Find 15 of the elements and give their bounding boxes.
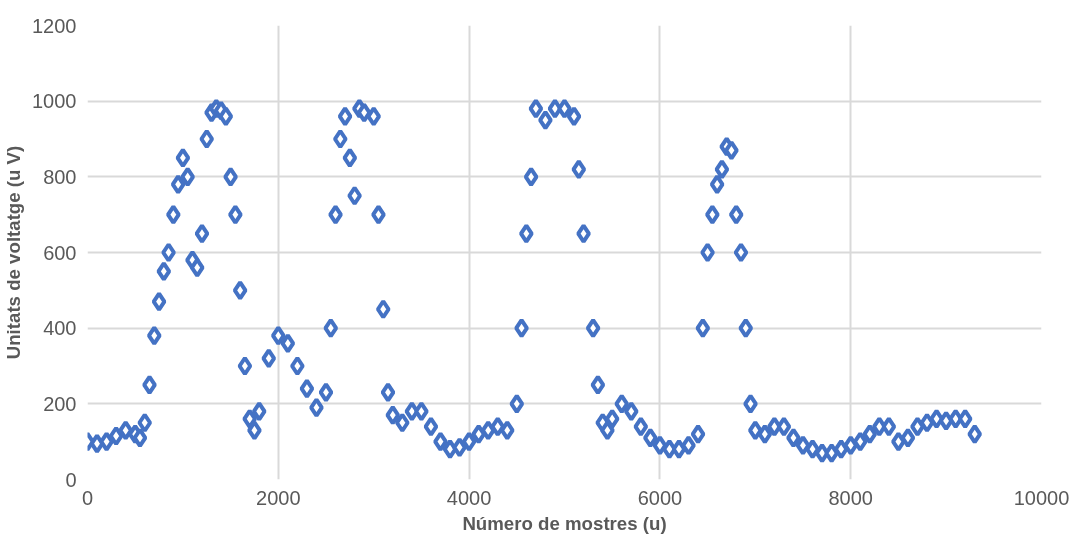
y-axis-title: Unitats de voltatge (u V) [3,145,25,360]
x-tick-label: 8000 [828,486,873,509]
y-tick-label: 0 [65,468,77,491]
y-tick-label: 400 [43,317,77,340]
x-tick-label: 10000 [1013,486,1070,509]
x-tick-label: 0 [81,486,94,509]
x-tick-label: 4000 [446,486,492,509]
y-tick-label: 600 [43,241,77,264]
x-tick-label: 2000 [256,486,301,509]
y-tick-label: 1000 [32,90,77,113]
y-tick-label: 200 [43,392,77,415]
y-tick-label: 800 [43,165,77,188]
x-tick-label: 6000 [637,486,683,509]
x-axis-title: Número de mostres (u) [462,512,667,534]
y-tick-label: 1200 [32,14,77,37]
